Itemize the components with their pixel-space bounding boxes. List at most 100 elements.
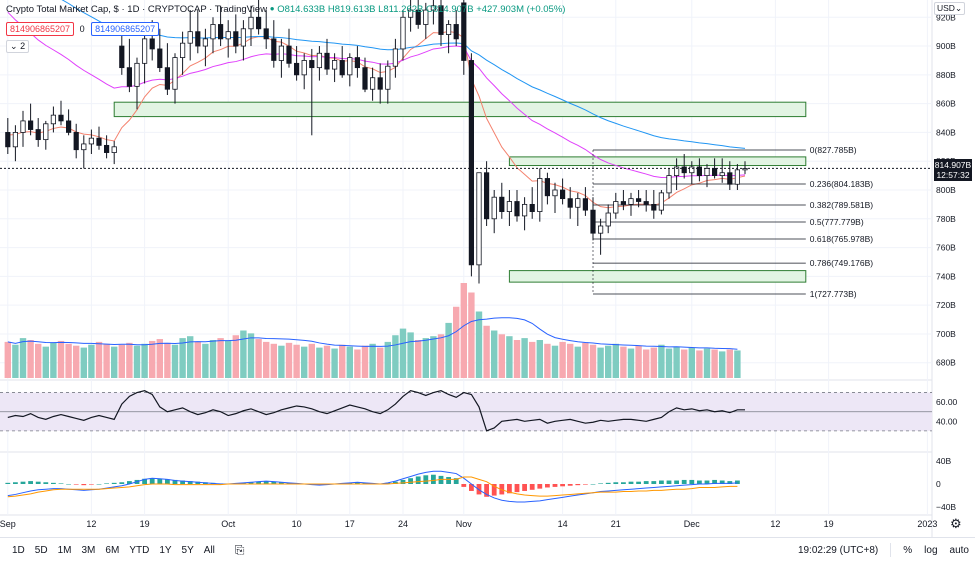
candle-up: [628, 198, 634, 205]
timeframe-5y[interactable]: 5Y: [181, 544, 194, 556]
macd-histogram-bar: [263, 481, 269, 484]
macd-histogram-bar: [712, 479, 717, 484]
ask-price-tag[interactable]: 814906865207: [91, 22, 160, 36]
candle-down: [483, 172, 490, 220]
macd-pane[interactable]: [5, 470, 740, 503]
date-range-icon[interactable]: ⎘: [234, 542, 245, 557]
bid-price-tag[interactable]: 814906865207: [6, 22, 75, 36]
candle-down: [651, 203, 657, 211]
macd-histogram-bar: [567, 484, 573, 486]
candle-up: [506, 201, 513, 212]
macd-histogram-bar: [507, 484, 512, 494]
volume-bar: [392, 335, 399, 378]
candle-down: [195, 31, 201, 47]
volume-bar: [719, 351, 726, 378]
volume-bar: [339, 344, 346, 378]
candle-down: [712, 168, 718, 177]
macd-histogram-bar: [180, 480, 185, 484]
auto-scale-toggle[interactable]: auto: [949, 544, 969, 556]
macd-histogram-bar: [393, 481, 398, 484]
volume-bar: [384, 341, 391, 378]
volume-bar: [73, 345, 80, 378]
volume-bar: [673, 346, 680, 378]
price-axis-label: 800B: [936, 185, 956, 195]
volume-bar: [57, 340, 65, 378]
volume-bar: [278, 345, 285, 378]
fib-retracement[interactable]: 0(827.785B) 0.236(804.183B) 0.382(789.581B…: [592, 145, 873, 299]
interval-label[interactable]: 1D: [127, 4, 140, 15]
ema-mid-line: [7, 11, 746, 178]
macd-histogram-bar: [583, 484, 588, 485]
volume-bar: [521, 338, 528, 378]
candle-up: [111, 146, 117, 153]
log-scale-toggle[interactable]: log: [924, 544, 938, 556]
timeframe-1m[interactable]: 1M: [57, 544, 72, 556]
volume-bars: [4, 283, 741, 378]
macd-histogram-bar: [81, 484, 87, 486]
volume-bar: [103, 343, 110, 378]
candle-down: [620, 201, 627, 205]
macd-histogram-bar: [51, 482, 56, 484]
clock-readout[interactable]: 19:02:29 (UTC+8): [797, 544, 879, 556]
gear-icon[interactable]: ⚙: [950, 516, 962, 531]
macd-axis-label: 0: [936, 479, 941, 489]
support-resistance-zones[interactable]: [113, 101, 807, 283]
time-axis-label: 2023: [917, 519, 937, 529]
macd-histogram-bar: [621, 482, 626, 484]
macd-histogram-bar: [96, 484, 102, 485]
volume-bar: [255, 339, 262, 378]
volume-bar: [688, 347, 695, 378]
time-axis[interactable]: Sep 12 19 Oct 10 17 24 Nov 14 21 Dec 12 19 2023: [0, 519, 937, 529]
spread-value: 0: [79, 24, 85, 34]
volume-bar: [498, 334, 505, 378]
symbol-name[interactable]: Crypto Total Market Cap, $: [6, 4, 119, 15]
volume-bar: [133, 345, 141, 378]
macd-histogram-bar: [385, 482, 391, 484]
timeframe-5d[interactable]: 5D: [34, 544, 48, 556]
candle-down: [73, 132, 79, 151]
fib-label-0: 0(827.785B): [810, 145, 857, 155]
macd-histogram-bar: [605, 482, 611, 484]
symbol-legend[interactable]: Crypto Total Market Cap, $ · 1D · CRYPTO…: [6, 4, 566, 15]
rsi-pane[interactable]: [0, 390, 932, 432]
timeframe-3m[interactable]: 3M: [81, 544, 96, 556]
timeframe-6m[interactable]: 6M: [105, 544, 120, 556]
candle-up: [301, 60, 307, 76]
candle-down: [286, 45, 292, 64]
candle-down: [636, 198, 642, 202]
time-axis-label: Dec: [684, 519, 701, 529]
indicators-collapse-button[interactable]: ⌄ 2: [6, 40, 30, 53]
volume-ma-line: [7, 317, 738, 350]
macd-histogram-bar: [5, 482, 11, 484]
timeframe-ytd[interactable]: YTD: [129, 544, 150, 556]
macd-histogram-bar: [552, 484, 558, 487]
volume-bar: [285, 342, 293, 378]
macd-histogram-bar: [28, 481, 33, 484]
price-axis-label: 700B: [936, 329, 956, 339]
candles: [5, 0, 748, 284]
volume-bar: [574, 346, 581, 378]
volume-bar: [491, 330, 498, 378]
macd-histogram-bar: [286, 482, 292, 484]
macd-histogram-bar: [172, 479, 178, 484]
fib-label-0.5: 0.5(777.779B): [810, 217, 864, 227]
currency-button[interactable]: USD⌄: [934, 2, 966, 15]
timeframe-1d[interactable]: 1D: [12, 544, 25, 556]
fib-label-0.382: 0.382(789.581B): [810, 200, 873, 210]
price-axis-label: 740B: [936, 271, 956, 281]
percent-scale-toggle[interactable]: %: [903, 544, 913, 556]
timeframe-1y[interactable]: 1Y: [159, 544, 172, 556]
volume-bar: [377, 347, 384, 378]
volume-bar: [35, 343, 42, 378]
divider: [890, 543, 892, 557]
volume-bar: [627, 348, 635, 378]
ohlc-low: L811.262B: [378, 4, 424, 15]
candle-up: [666, 175, 672, 194]
volume-bar: [605, 345, 612, 378]
candle-up: [658, 192, 665, 211]
timeframe-all[interactable]: All: [203, 544, 215, 556]
price-axis[interactable]: 920B900B880B860B840B820B800B780B760B740B…: [936, 12, 956, 367]
macd-histogram-bar: [271, 481, 277, 484]
